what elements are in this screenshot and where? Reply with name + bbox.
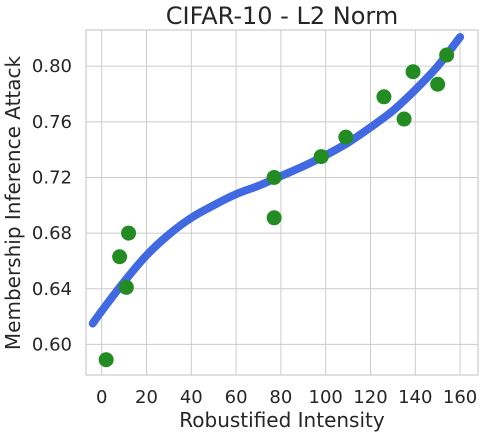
y-tick-labels: 0.60 0.64 0.68 0.72 0.76 0.80 (32, 56, 72, 355)
chart-title: CIFAR-10 - L2 Norm (166, 2, 398, 30)
data-point (98, 352, 114, 368)
y-tick-label: 0.64 (32, 279, 72, 300)
points-layer (98, 47, 455, 368)
data-point (313, 149, 329, 165)
y-tick-label: 0.72 (32, 167, 72, 188)
data-point (430, 76, 446, 92)
data-point (396, 111, 412, 127)
x-tick-label: 0 (96, 387, 107, 408)
data-point (118, 279, 134, 295)
x-tick-label: 20 (135, 387, 158, 408)
x-tick-label: 80 (269, 387, 292, 408)
y-tick-label: 0.80 (32, 56, 72, 77)
data-point (266, 169, 282, 185)
x-tick-label: 60 (225, 387, 248, 408)
y-tick-label: 0.60 (32, 334, 72, 355)
y-axis-label: Membership Inference Attack (1, 56, 25, 351)
data-point (266, 210, 282, 226)
x-tick-label: 140 (398, 387, 432, 408)
x-tick-label: 160 (443, 387, 477, 408)
plot-frame (85, 29, 479, 376)
data-point (439, 47, 455, 63)
x-axis-label: Robustified Intensity (179, 408, 385, 432)
x-tick-label: 120 (353, 387, 387, 408)
data-point (121, 225, 137, 241)
data-point (376, 89, 392, 105)
y-tick-label: 0.76 (32, 112, 72, 133)
x-tick-label: 100 (309, 387, 343, 408)
x-tick-labels: 0 20 40 60 80 100 120 140 160 (96, 387, 477, 408)
y-tick-label: 0.68 (32, 223, 72, 244)
data-point (338, 129, 354, 145)
x-tick-label: 40 (180, 387, 203, 408)
data-point (405, 64, 421, 80)
data-point (112, 249, 128, 265)
